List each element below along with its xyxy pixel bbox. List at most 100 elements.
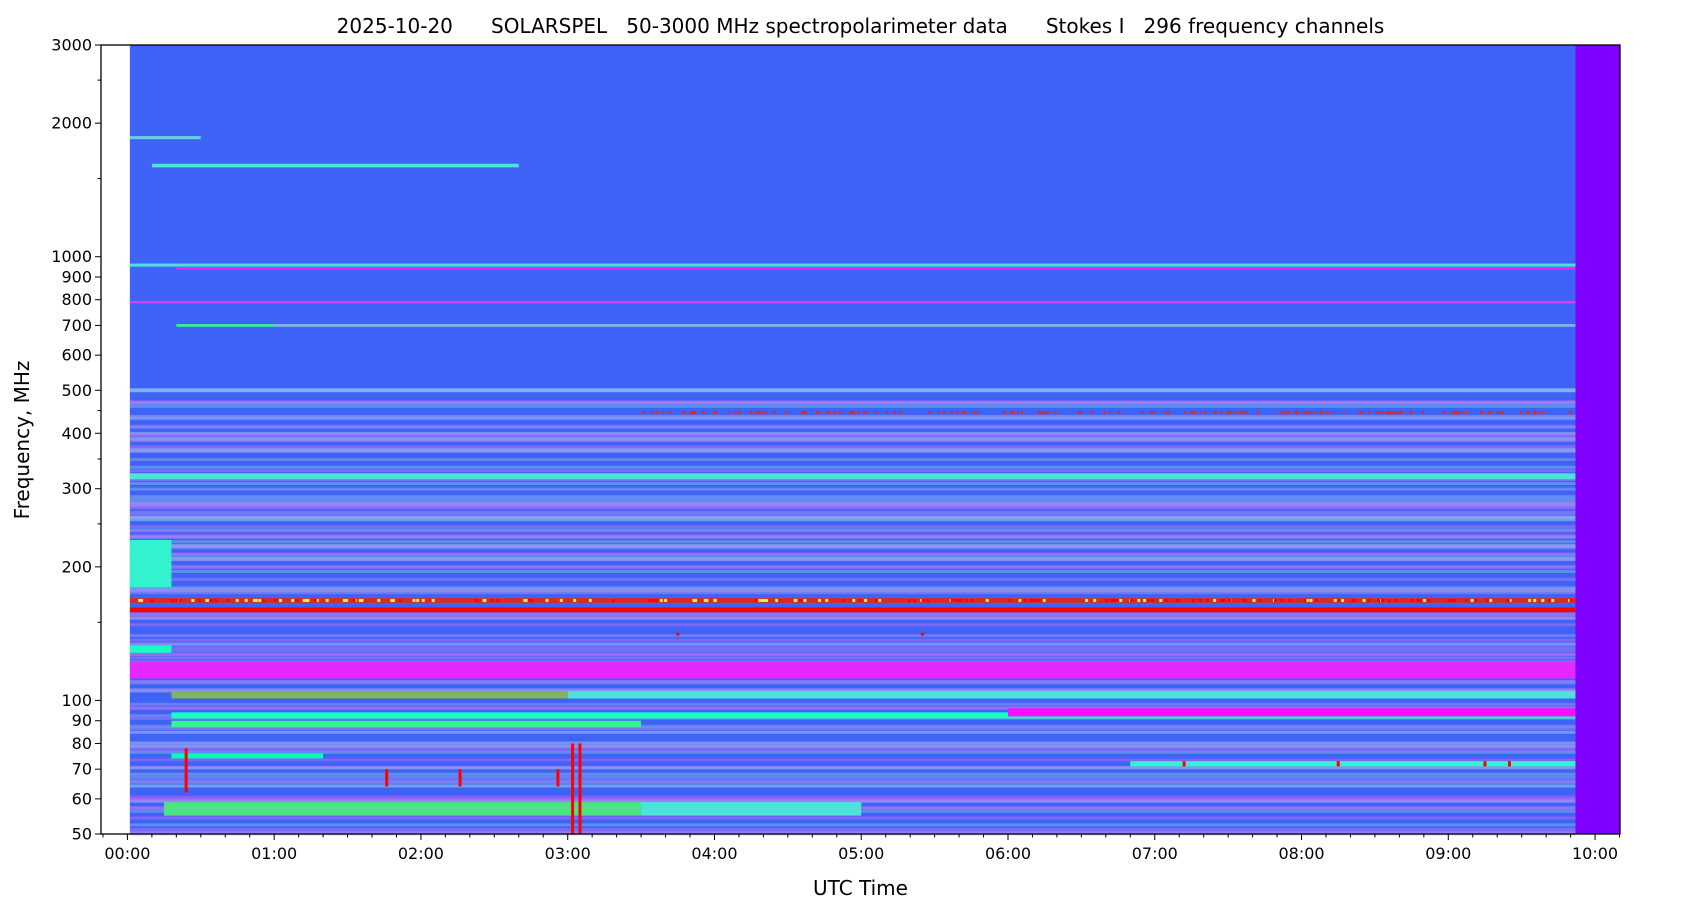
interference-dot bbox=[1416, 598, 1420, 602]
y-tick-label: 700 bbox=[61, 316, 92, 335]
interference-dot bbox=[1176, 598, 1180, 602]
heatmap-channel-row bbox=[129, 744, 1576, 748]
interference-dot bbox=[1055, 411, 1058, 415]
interference-dot bbox=[475, 598, 479, 602]
interference-dot bbox=[1023, 598, 1027, 602]
heatmap-channel-row bbox=[129, 746, 1576, 750]
interference-dot bbox=[775, 598, 779, 602]
interference-dot bbox=[1214, 411, 1217, 415]
interference-dot bbox=[715, 411, 718, 415]
interference-dot bbox=[648, 598, 652, 602]
heatmap-channel-row bbox=[129, 730, 1576, 734]
x-axis-label: UTC Time bbox=[813, 876, 908, 900]
heatmap-channel-row bbox=[129, 588, 1576, 592]
interference-dot bbox=[1400, 411, 1403, 415]
interference-dot bbox=[800, 598, 804, 602]
spectrogram-heatmap bbox=[129, 45, 1620, 836]
x-tick-label: 09:00 bbox=[1425, 844, 1471, 863]
interference-dot bbox=[1520, 411, 1523, 415]
interference-dot bbox=[226, 598, 230, 602]
interference-dot bbox=[1305, 598, 1309, 602]
interference-dot bbox=[804, 411, 807, 415]
y-tick-label: 80 bbox=[72, 734, 92, 753]
interference-dot bbox=[1410, 598, 1414, 602]
interference-dot bbox=[1387, 411, 1390, 415]
interference-dot bbox=[651, 411, 654, 415]
y-tick-label: 50 bbox=[72, 825, 92, 844]
interference-dot bbox=[1422, 598, 1426, 602]
interference-dot bbox=[682, 411, 685, 415]
y-tick-label: 3000 bbox=[51, 36, 92, 55]
interference-dot bbox=[1508, 598, 1512, 602]
interference-dot bbox=[1361, 411, 1364, 415]
heatmap-channel-row bbox=[129, 431, 1576, 435]
interference-dot bbox=[138, 598, 142, 602]
interference-dot bbox=[1137, 598, 1141, 602]
interference-dot bbox=[150, 598, 154, 602]
heatmap-channel-row bbox=[129, 465, 1576, 469]
heatmap-channel-row bbox=[129, 827, 1576, 831]
interference-dot bbox=[1112, 598, 1116, 602]
interference-dot bbox=[833, 411, 836, 415]
heatmap-feature-band bbox=[171, 691, 568, 699]
interference-dot bbox=[1337, 598, 1341, 602]
interference-dot bbox=[1152, 411, 1155, 415]
interference-dot bbox=[713, 598, 717, 602]
interference-dot bbox=[1541, 598, 1545, 602]
interference-dot bbox=[1422, 411, 1425, 415]
interference-dot bbox=[878, 598, 882, 602]
interference-dot bbox=[1489, 598, 1493, 602]
interference-dot bbox=[1501, 411, 1504, 415]
interference-dot bbox=[818, 411, 821, 415]
heatmap-feature-band bbox=[176, 266, 1576, 270]
interference-dot bbox=[258, 598, 262, 602]
interference-dot bbox=[1320, 411, 1323, 415]
interference-dot bbox=[885, 411, 888, 415]
interference-dot bbox=[1130, 598, 1134, 602]
heatmap-channel-row bbox=[129, 726, 1576, 730]
interference-dot bbox=[1146, 598, 1150, 602]
interference-dot bbox=[1105, 598, 1109, 602]
interference-dot bbox=[1333, 598, 1337, 602]
interference-dot bbox=[1204, 411, 1207, 415]
interference-dot bbox=[942, 411, 945, 415]
interference-dot bbox=[1378, 598, 1382, 602]
interference-dot bbox=[851, 411, 854, 415]
interference-dot bbox=[342, 598, 346, 602]
interference-dot bbox=[863, 411, 866, 415]
y-tick-label: 400 bbox=[61, 424, 92, 443]
interference-dot bbox=[1280, 598, 1284, 602]
heatmap-feature-band bbox=[129, 662, 1576, 679]
interference-dot bbox=[764, 411, 767, 415]
interference-dot bbox=[1489, 411, 1492, 415]
heatmap-channel-row bbox=[129, 497, 1576, 501]
heatmap-channel-row bbox=[129, 816, 1576, 820]
interference-dot bbox=[295, 598, 299, 602]
interference-dot bbox=[750, 411, 753, 415]
heatmap-channel-row bbox=[129, 525, 1576, 529]
interference-dot bbox=[1143, 598, 1147, 602]
interference-dot bbox=[664, 598, 668, 602]
interference-dot bbox=[661, 411, 664, 415]
y-tick-label: 70 bbox=[72, 760, 92, 779]
interference-dot bbox=[1313, 411, 1316, 415]
interference-dot bbox=[1167, 411, 1170, 415]
interference-dot bbox=[1252, 598, 1256, 602]
heatmap-channel-row bbox=[129, 457, 1576, 461]
heatmap-feature-band bbox=[1007, 708, 1576, 717]
interference-dot bbox=[1442, 411, 1445, 415]
y-tick-label: 100 bbox=[61, 691, 92, 710]
interference-dot bbox=[1226, 411, 1229, 415]
heatmap-feature-band bbox=[129, 607, 1576, 613]
interference-dot bbox=[1352, 598, 1356, 602]
heatmap-feature-band bbox=[641, 802, 862, 816]
interference-dot bbox=[1385, 411, 1388, 415]
interference-dot bbox=[377, 598, 381, 602]
heatmap-channel-row bbox=[129, 642, 1576, 646]
interference-dot bbox=[1392, 411, 1395, 415]
heatmap-channel-row bbox=[129, 552, 1576, 556]
interference-dot bbox=[728, 411, 731, 415]
interference-dot bbox=[1496, 411, 1499, 415]
interference-dot bbox=[1381, 411, 1384, 415]
heatmap-channel-row bbox=[129, 656, 1576, 660]
